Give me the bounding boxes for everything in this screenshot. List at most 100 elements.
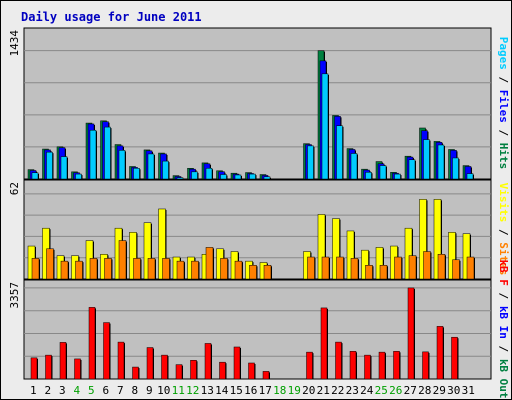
bar-sites-day-7 — [118, 240, 127, 280]
side-legend-item: Sites — [497, 242, 510, 275]
panel-visits-sites: 62 Visits / Sites — [8, 179, 510, 280]
x-tick-label: 22 — [331, 384, 344, 397]
x-tick-label: 19 — [288, 384, 301, 397]
x-tick-label: 29 — [433, 384, 446, 397]
bar-sites-day-24 — [365, 265, 373, 280]
bar-visits-day-10 — [158, 208, 166, 280]
bar-visits-day-28 — [419, 199, 427, 280]
bar-kb_f-day-26 — [393, 351, 400, 380]
side-legend-item: / — [497, 222, 510, 242]
x-tick-label: 25 — [375, 384, 388, 397]
bar-kb_f-day-14 — [219, 361, 226, 380]
bar-pages-day-6 — [104, 126, 111, 180]
y-max-label: 3357 — [8, 282, 21, 309]
bar-kb_f-day-10 — [161, 354, 168, 380]
bar-kb_f-day-22 — [335, 341, 342, 380]
x-tick-label: 11 — [172, 384, 185, 397]
bar-visits-day-27 — [404, 227, 413, 280]
bar-kb_f-day-23 — [349, 351, 357, 380]
bar-visits-day-22 — [332, 218, 340, 280]
bar-pages-day-15 — [234, 174, 242, 180]
bar-sites-day-28 — [423, 251, 431, 280]
bar-sites-day-3 — [60, 260, 69, 280]
bar-pages-day-4 — [75, 173, 82, 180]
bar-kb_f-day-9 — [146, 347, 154, 380]
bar-pages-day-1 — [31, 172, 39, 180]
bar-kb_f-day-2 — [45, 354, 52, 380]
bar-sites-day-15 — [234, 260, 243, 280]
bar-pages-day-23 — [350, 153, 358, 180]
bar-sites-day-1 — [31, 258, 40, 280]
bar-pages-day-24 — [365, 172, 372, 180]
bar-kb_f-day-12 — [190, 360, 197, 380]
bar-pages-day-7 — [118, 150, 126, 180]
bar-pages-day-5 — [89, 129, 97, 180]
x-tick-label: 2 — [44, 384, 51, 397]
x-tick-label: 9 — [146, 384, 153, 397]
x-tick-label: 30 — [447, 384, 460, 397]
bar-pages-day-31 — [466, 173, 474, 180]
bar-sites-day-2 — [46, 248, 54, 280]
bar-sites-day-21 — [321, 256, 330, 280]
side-legend-item: / — [497, 339, 510, 359]
x-tick-label: 13 — [201, 384, 214, 397]
side-legend: Visits / Sites — [497, 183, 510, 276]
bar-kb_f-day-11 — [175, 364, 183, 380]
bar-kb_f-day-20 — [306, 351, 313, 380]
bar-kb_f-day-15 — [233, 346, 241, 380]
chart-title: Daily usage for June 2011 — [21, 10, 202, 24]
bar-sites-day-27 — [408, 255, 417, 280]
x-tick-label: 3 — [59, 384, 66, 397]
bar-kb_f-day-30 — [451, 336, 458, 380]
x-tick-label: 24 — [360, 384, 374, 397]
bar-sites-day-8 — [133, 258, 141, 280]
x-tick-label: 28 — [418, 384, 431, 397]
bar-kb_f-day-7 — [117, 341, 125, 380]
bar-sites-day-5 — [89, 258, 98, 280]
bar-sites-day-14 — [220, 258, 228, 280]
bar-sites-day-10 — [162, 258, 170, 280]
bar-sites-day-30 — [452, 259, 460, 280]
bar-visits-day-8 — [129, 232, 137, 280]
x-tick-label: 1 — [30, 384, 37, 397]
bar-sites-day-22 — [336, 256, 344, 280]
panel-hits-files-pages: 1434 Pages / Files / Hits — [8, 27, 510, 180]
bar-pages-day-21 — [321, 73, 329, 180]
bar-visits-day-21 — [317, 214, 326, 280]
bar-pages-day-11 — [176, 177, 184, 180]
bar-kb_f-day-13 — [204, 343, 212, 380]
bar-sites-day-11 — [176, 260, 185, 280]
bar-visits-day-30 — [448, 232, 456, 280]
bar-pages-day-2 — [46, 151, 53, 180]
y-max-label: 1434 — [8, 30, 21, 57]
bar-pages-day-3 — [60, 156, 68, 180]
bar-visits-day-31 — [462, 233, 471, 280]
bar-kb_f-day-1 — [30, 357, 38, 380]
x-tick-label: 14 — [215, 384, 229, 397]
bar-pages-day-17 — [263, 176, 271, 180]
bar-pages-day-27 — [408, 159, 416, 180]
bar-sites-day-25 — [379, 265, 388, 280]
bar-kb_f-day-25 — [378, 351, 386, 380]
bar-kb_f-day-29 — [436, 326, 444, 380]
bar-kb_f-day-4 — [74, 358, 81, 380]
bar-sites-day-26 — [394, 256, 402, 280]
side-legend-item: Visits — [497, 183, 510, 223]
x-tick-label: 31 — [462, 384, 475, 397]
bar-kb_f-day-5 — [88, 307, 96, 380]
x-tick-label: 7 — [117, 384, 124, 397]
x-tick-label: 8 — [131, 384, 138, 397]
x-tick-label: 21 — [317, 384, 330, 397]
x-tick-label: 26 — [389, 384, 402, 397]
side-legend-item: / — [497, 70, 510, 90]
x-tick-label: 18 — [273, 384, 286, 397]
bar-sites-day-12 — [191, 260, 199, 280]
bar-pages-day-13 — [205, 168, 213, 180]
bar-pages-day-10 — [162, 160, 169, 180]
bar-pages-day-30 — [452, 157, 459, 180]
x-tick-label: 27 — [404, 384, 417, 397]
side-legend-item: Pages — [497, 37, 510, 70]
side-legend-item: kB Out — [497, 359, 510, 399]
